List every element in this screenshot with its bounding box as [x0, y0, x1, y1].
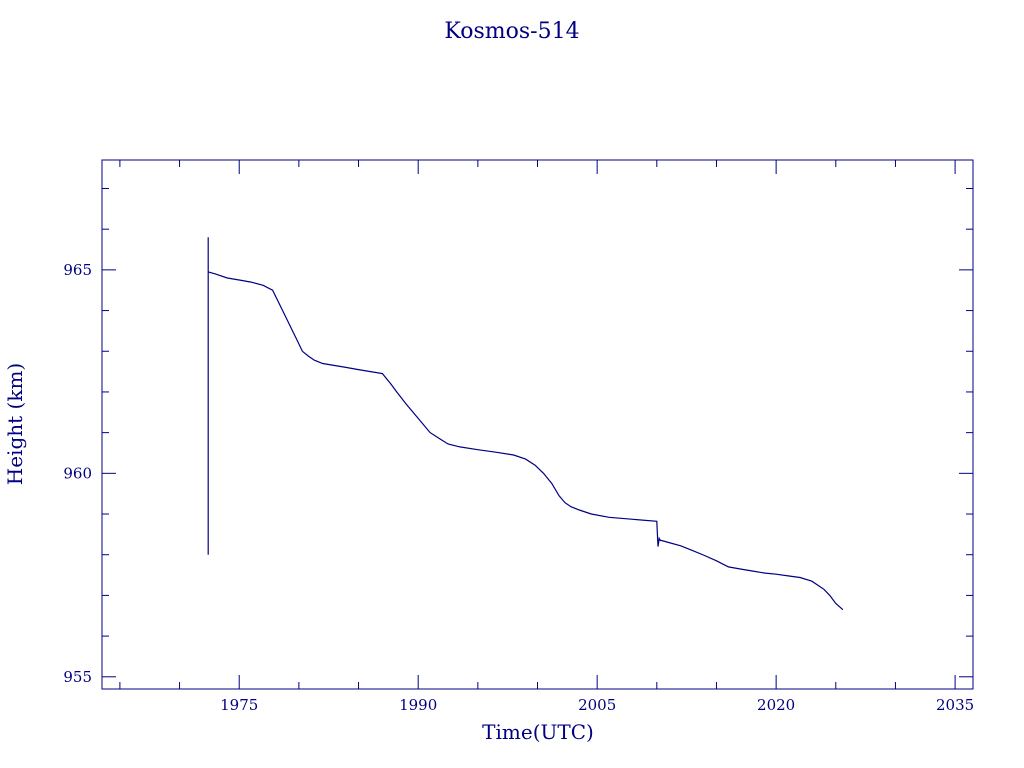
y-tick-labels: 955 960 965 [63, 261, 92, 686]
series-line [207, 237, 844, 611]
y-tick-label: 965 [63, 261, 92, 279]
chart-title: Kosmos-514 [444, 19, 579, 44]
x-tick-label: 2005 [578, 696, 616, 714]
x-tick-label: 1975 [220, 696, 258, 714]
x-tick-labels: 1975 1990 2005 2020 2035 [220, 696, 974, 714]
y-tick-label: 955 [63, 668, 92, 686]
x-tick-label: 1990 [399, 696, 437, 714]
major-ticks [102, 160, 973, 689]
y-tick-label: 960 [63, 464, 92, 482]
y-axis-label: Height (km) [3, 363, 27, 485]
x-tick-label: 2035 [936, 696, 974, 714]
minor-ticks [102, 160, 973, 689]
x-axis-label: Time(UTC) [482, 720, 594, 744]
x-tick-label: 2020 [757, 696, 795, 714]
